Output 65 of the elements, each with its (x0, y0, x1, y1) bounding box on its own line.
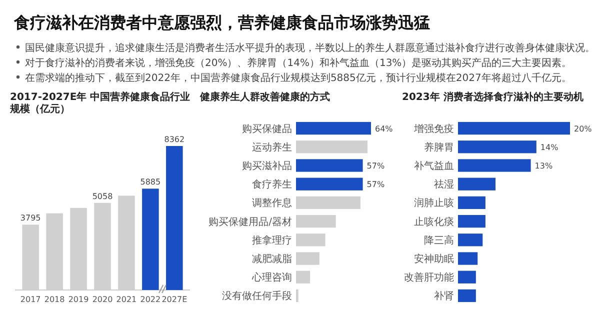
bar (296, 270, 310, 284)
text: 对于食疗滋补的消费者来说，增强免疫（20%）、养脾胃（14%）和补气益血（13%）是驱动其购买产品的三大主要因素。 (25, 57, 572, 69)
x-tick-label: 2020 (92, 295, 113, 304)
y-tick-label: 补肾 (434, 290, 454, 302)
bar (458, 252, 478, 265)
y-tick-label: 购买滋补品 (242, 160, 292, 172)
y-tick-label: 购买保健用品/器材 (208, 216, 292, 228)
bar (458, 122, 570, 135)
bar (296, 140, 368, 154)
chart-title: 2023年 消费者选择食疗滋补的主要动机 (402, 91, 584, 103)
chart-title: 健康养生人群改善健康的方式 (199, 91, 330, 103)
text: 食疗滋补在消费者中意愿强烈，营养健康食品市场涨势迅猛 (13, 13, 430, 32)
bar (296, 178, 363, 190)
y-tick-label: 食疗养生 (252, 178, 292, 191)
bar (458, 159, 531, 172)
text: 在需求端的推动下，截至到2022年，中国营养健康食品行业规模达到5885亿元，预计行业规模在2027年将超过八千亿元。 (25, 72, 572, 84)
x-tick-label: 2019 (68, 295, 89, 304)
x-tick-label: 2027E (162, 295, 188, 304)
x-tick-label: 2018 (44, 295, 65, 304)
bar (166, 146, 183, 290)
bar (296, 196, 360, 210)
y-tick-label: 改善肝功能 (404, 272, 454, 284)
y-tick-label: 补气益血 (414, 160, 454, 172)
data-label: 57% (366, 161, 385, 170)
y-tick-label: 养脾胃 (424, 141, 454, 154)
chart-title: 2017-2027E年 中国营养健康食品行业规模（亿元） (9, 91, 190, 115)
data-label: 13% (534, 161, 553, 170)
data-label: 64% (375, 124, 394, 134)
bar (142, 188, 159, 290)
y-tick-label: 止咳化痰 (414, 216, 454, 228)
y-tick-label: 润肺止咳 (414, 197, 454, 210)
y-tick-label: 推拿理疗 (252, 234, 292, 246)
x-tick-label: 2017 (20, 295, 41, 304)
y-tick-label: 没有做任何手段 (222, 290, 292, 302)
bar (296, 122, 371, 135)
data-label: 5885 (140, 178, 161, 187)
bar (296, 214, 336, 228)
y-tick-label: 安神助眠 (414, 253, 454, 266)
y-tick-label: 运动养生 (252, 141, 292, 154)
bar (458, 289, 476, 302)
bar (458, 196, 486, 210)
bar (458, 214, 486, 228)
y-tick-label: 心理咨询 (251, 272, 292, 284)
y-tick-label: 购买保健品 (242, 124, 292, 135)
bar (458, 234, 483, 246)
data-label: 5058 (92, 192, 113, 201)
y-tick-label: 祛湿 (434, 178, 454, 191)
bar (296, 252, 320, 265)
data-label: 20% (574, 124, 592, 134)
y-tick-label: 减肥减脂 (252, 253, 292, 266)
x-tick-label: 2021 (116, 295, 137, 304)
bar (296, 234, 326, 246)
x-tick-label: 2022 (140, 295, 161, 304)
data-label: 8362 (164, 135, 185, 144)
bar (458, 270, 476, 284)
text: 国民健康意识提升，追求健康生活是消费者生活水平提升的表现，半数以上的养生人群愿意通过滋补食疗进行改善身体健康状况。 (25, 42, 595, 54)
bar (296, 159, 363, 172)
bar (458, 178, 496, 190)
data-label: 3795 (20, 214, 41, 223)
y-tick-label: 增强免疫 (413, 122, 454, 135)
data-label: 57% (366, 180, 385, 190)
y-tick-label: 降三高 (424, 234, 454, 246)
y-tick-label: 调整作息 (252, 197, 292, 210)
data-label: 14% (540, 142, 559, 152)
bar (458, 140, 536, 154)
